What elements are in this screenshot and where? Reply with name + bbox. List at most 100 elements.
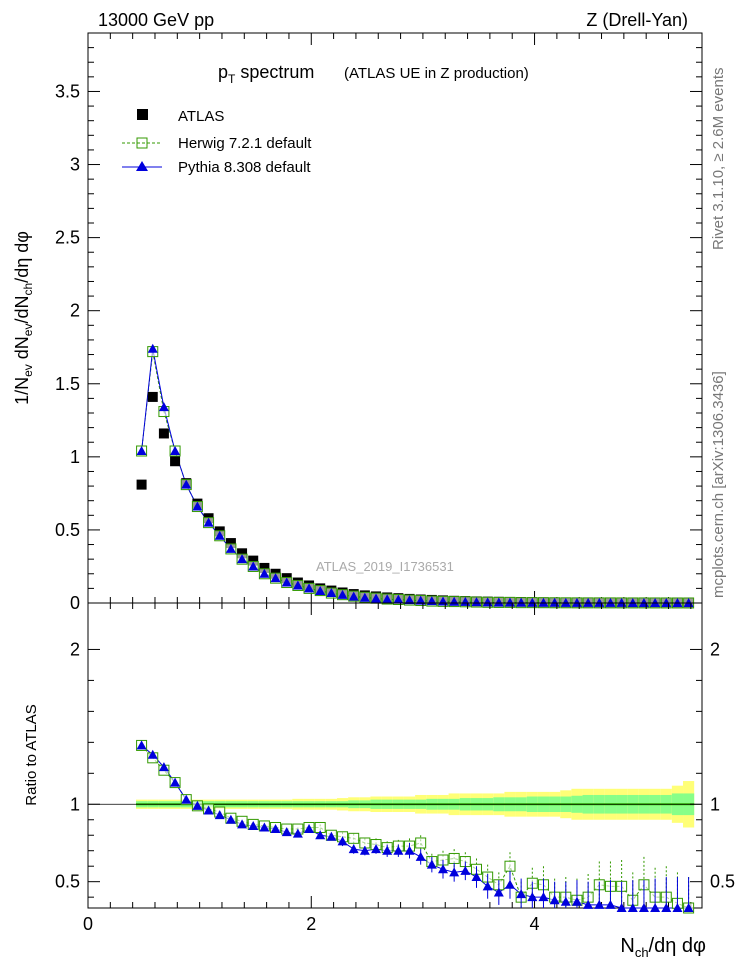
legend-herwig-label: Herwig 7.2.1 default: [178, 135, 312, 152]
main-y-tick-label: 3.5: [55, 81, 80, 101]
pythia-point: [371, 593, 382, 603]
pythia-ratio-point: [326, 831, 337, 841]
pythia-ratio-point: [404, 845, 415, 855]
pythia-ratio-point: [304, 824, 315, 834]
main-panel: 0 0.5 1 1.5 2 2.5 3 3.5 pT spectrum (ATLAS UE i…: [12, 32, 703, 613]
main-y-tick-label: 0.5: [55, 520, 80, 540]
pythia-point: [672, 597, 683, 607]
pythia-ratio-point: [192, 800, 203, 810]
atlas-point: [158, 428, 169, 439]
pythia-point: [359, 592, 370, 602]
pythia-point: [348, 591, 359, 601]
pythia-ratio-point: [170, 777, 181, 787]
pythia-ratio-point: [426, 859, 437, 869]
pythia-point: [404, 595, 415, 605]
main-y-label: 1/Nev dNev/dNch/dη dφ: [12, 231, 35, 405]
ratio-panel: 0.5 0.5 1 1 2 2 0 2 4 Ratio to ATLAS Nch/dη dφ: [23, 602, 735, 960]
legend-pythia-label: Pythia 8.308 default: [178, 159, 311, 176]
pythia-point: [136, 446, 147, 455]
pythia-point: [326, 588, 337, 598]
ratio-y-tick-label-right: 1: [710, 794, 720, 814]
pythia-ratio-point: [471, 872, 482, 882]
pythia-point: [259, 568, 270, 578]
pythia-ratio-point: [337, 836, 348, 846]
pythia-ratio-point: [661, 903, 672, 912]
chart-title-sub: T: [228, 72, 236, 86]
atlas-point: [136, 479, 147, 490]
atlas-point: [170, 456, 181, 467]
ratio-y-ticks: 0.5 0.5 1 1 2 2: [55, 639, 735, 898]
pythia-ratio-point: [571, 896, 582, 906]
pythia-point: [538, 597, 549, 607]
pythia-ratio-point: [560, 896, 571, 906]
pythia-ratio-point: [315, 830, 326, 840]
pythia-ratio-point: [449, 867, 460, 877]
pythia-point: [192, 501, 203, 511]
pythia-ratio-point: [270, 824, 281, 834]
atlas-point: [225, 538, 236, 549]
legend-atlas-label: ATLAS: [178, 108, 224, 125]
pythia-ratio-point: [259, 822, 270, 832]
main-y-tick-label: 1: [70, 447, 80, 467]
pythia-ratio-point: [594, 899, 605, 909]
legend-atlas-marker: [137, 109, 148, 120]
x-ticks: 0 2 4: [83, 603, 692, 934]
pythia-point: [281, 577, 292, 587]
herwig-ratio-point: [348, 832, 360, 844]
pythia-ratio-point: [359, 845, 370, 855]
chart-title-main: p: [218, 62, 228, 82]
header-right: Z (Drell-Yan): [586, 10, 688, 30]
pythia-point: [382, 594, 393, 604]
legend-pythia-marker: [136, 161, 148, 171]
pythia-point: [147, 343, 158, 353]
main-y-tick-label: 2.5: [55, 228, 80, 248]
ratio-series: [136, 739, 695, 914]
pythia-point: [203, 517, 214, 527]
ratio-panel-frame: [87, 602, 703, 909]
pythia-ratio-point: [292, 828, 303, 838]
pythia-ratio-point: [583, 899, 594, 909]
pythia-ratio-point: [147, 749, 158, 759]
pythia-point: [315, 586, 326, 596]
pythia-point: [158, 402, 169, 412]
pythia-ratio-point: [214, 810, 225, 820]
pythia-ratio-point: [549, 895, 560, 905]
pythia-point: [270, 573, 281, 583]
chart-subtitle: (ATLAS UE in Z production): [344, 65, 529, 82]
pythia-ratio-point: [237, 819, 248, 829]
x-tick-label: 2: [306, 914, 316, 934]
mcplots-label: mcplots.cern.ch [arXiv:1306.3436]: [710, 371, 727, 598]
pythia-point: [214, 530, 225, 540]
atlas-point: [259, 562, 270, 573]
x-tick-label: 4: [530, 914, 540, 934]
pythia-ratio-point: [460, 865, 471, 875]
legend: ATLAS Herwig 7.2.1 default Pythia 8.308 …: [122, 108, 312, 176]
atlas-point: [248, 555, 259, 566]
pythia-point: [650, 597, 661, 607]
herwig-ratio-point: [415, 837, 427, 849]
pythia-ratio-point: [482, 881, 493, 891]
main-y-tick-label: 2: [70, 301, 80, 321]
ratio-y-tick-label: 2: [70, 639, 80, 659]
pythia-ratio-point: [527, 892, 538, 902]
pythia-ratio-point: [516, 889, 527, 899]
pythia-point: [237, 554, 248, 564]
pythia-ratio-point: [638, 903, 649, 912]
ratio-y-tick-label-right: 2: [710, 639, 720, 659]
pythia-ratio-point: [203, 805, 214, 815]
pythia-point: [560, 597, 571, 607]
herwig-ratio-point: [448, 852, 460, 864]
main-y-ticks: 0 0.5 1 1.5 2 2.5 3 3.5: [55, 33, 702, 613]
pythia-ratio-point: [538, 892, 549, 902]
pythia-ratio-point: [672, 903, 683, 912]
pythia-point: [471, 597, 482, 607]
pythia-ratio-point: [181, 794, 192, 804]
pythia-point: [225, 543, 236, 553]
pythia-point: [583, 597, 594, 607]
pythia-point: [627, 597, 638, 607]
pythia-ratio-point: [616, 903, 627, 912]
legend-herwig-marker: [136, 137, 148, 149]
pythia-ratio-point: [627, 903, 638, 912]
pythia-ratio-point: [605, 899, 616, 909]
